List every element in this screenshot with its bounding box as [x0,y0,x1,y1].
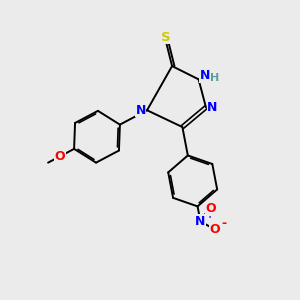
Text: N: N [200,69,210,82]
Text: N: N [195,215,206,228]
Text: O: O [206,202,216,215]
Text: +: + [206,210,214,220]
Text: N: N [135,104,146,117]
Text: S: S [161,31,171,44]
Text: O: O [209,223,220,236]
Text: H: H [210,73,219,83]
Text: N: N [207,101,218,114]
Text: O: O [55,150,65,163]
Text: -: - [221,217,226,230]
